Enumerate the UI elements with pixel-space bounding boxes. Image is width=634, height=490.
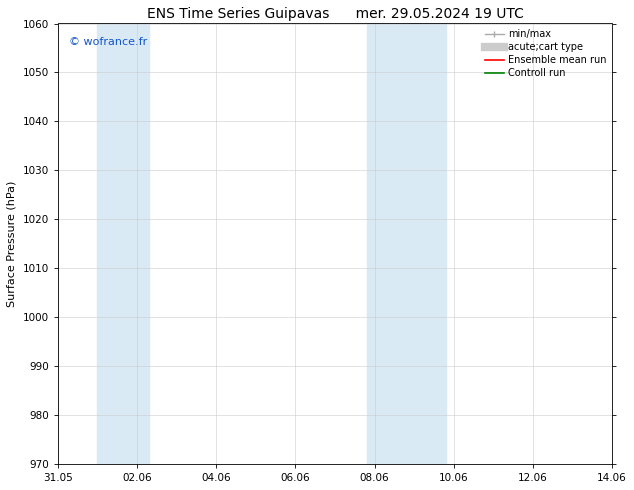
Bar <box>366 24 446 464</box>
Text: © wofrance.fr: © wofrance.fr <box>69 37 147 47</box>
Title: ENS Time Series Guipavas      mer. 29.05.2024 19 UTC: ENS Time Series Guipavas mer. 29.05.2024… <box>146 7 524 21</box>
Bar <box>98 24 149 464</box>
Legend: min/max, acute;cart type, Ensemble mean run, Controll run: min/max, acute;cart type, Ensemble mean … <box>481 25 611 82</box>
Y-axis label: Surface Pressure (hPa): Surface Pressure (hPa) <box>7 181 17 307</box>
